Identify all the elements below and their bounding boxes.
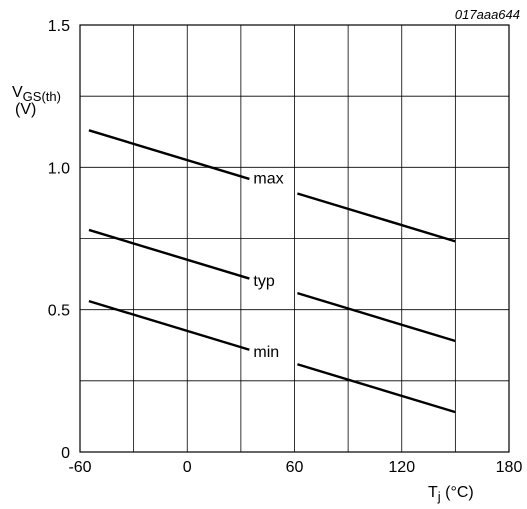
- y-axis-label: VGS(th): [12, 84, 61, 104]
- x-axis-label-sub: j: [437, 489, 441, 504]
- x-tick-label: -60: [68, 459, 91, 476]
- y-axis-label-sub: GS(th): [23, 89, 61, 104]
- series-line-typ: [297, 291, 456, 343]
- series-line-min: [88, 299, 250, 351]
- reference-code: 017aaa644: [455, 7, 520, 22]
- x-axis-label: Tj (°C): [428, 484, 474, 504]
- plot-frame: [79, 24, 510, 453]
- x-tick-label: 180: [496, 459, 523, 476]
- series-label-min: min: [253, 344, 279, 361]
- series-label-typ: typ: [253, 273, 274, 290]
- x-axis-label-main: T: [428, 484, 438, 501]
- x-tick-label: 0: [183, 459, 192, 476]
- x-tick-label: 120: [388, 459, 415, 476]
- grid: [80, 25, 509, 452]
- y-axis-unit: (V): [15, 101, 36, 118]
- series-line-typ: [88, 228, 250, 280]
- series-line-min: [297, 363, 456, 414]
- y-tick-label: 1.0: [48, 160, 70, 177]
- series-line-max: [88, 129, 250, 181]
- x-axis-label-unit: (°C): [441, 484, 474, 501]
- series-group: max typ min: [88, 129, 456, 414]
- y-tick-label: 1.5: [48, 18, 70, 35]
- y-axis-label-main: V: [12, 84, 23, 101]
- y-tick-label: 0.5: [48, 303, 70, 320]
- y-tick-label: 0: [61, 445, 70, 462]
- x-tick-label: 60: [286, 459, 304, 476]
- series-label-max: max: [253, 170, 283, 187]
- series-line-max: [297, 192, 456, 243]
